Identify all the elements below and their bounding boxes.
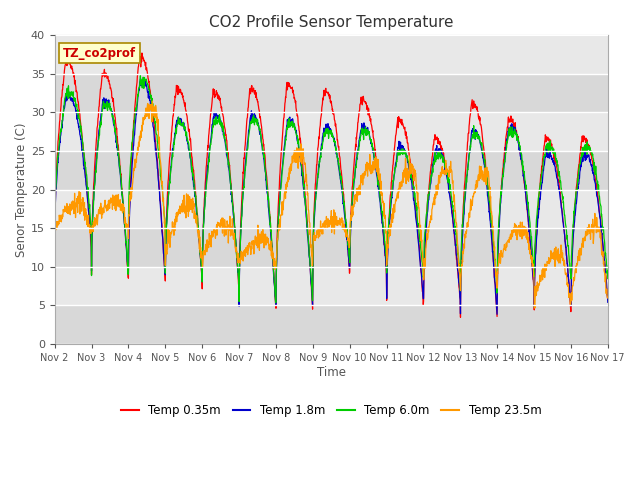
Text: TZ_co2prof: TZ_co2prof bbox=[63, 47, 136, 60]
Temp 23.5m bbox=[258, 234, 266, 240]
Temp 6.0m bbox=[277, 185, 285, 191]
Temp 6.0m bbox=[280, 156, 287, 161]
Temp 6.0m bbox=[258, 142, 266, 147]
Temp 23.5m bbox=[604, 295, 612, 301]
Temp 1.8m bbox=[258, 143, 266, 148]
Temp 1.8m bbox=[429, 162, 436, 168]
Temp 1.8m bbox=[169, 149, 177, 155]
Bar bbox=[54, 151, 608, 190]
X-axis label: Time: Time bbox=[317, 366, 346, 379]
Bar bbox=[54, 305, 608, 344]
Temp 1.8m bbox=[280, 153, 287, 158]
Temp 1.8m bbox=[493, 312, 501, 317]
Temp 0.35m bbox=[51, 244, 58, 250]
Bar bbox=[54, 36, 608, 74]
Bar bbox=[54, 74, 608, 112]
Temp 0.35m bbox=[258, 128, 266, 133]
Temp 0.35m bbox=[280, 122, 287, 128]
Temp 1.8m bbox=[140, 76, 147, 82]
Line: Temp 0.35m: Temp 0.35m bbox=[54, 53, 608, 317]
Temp 6.0m bbox=[169, 148, 177, 154]
Temp 0.35m bbox=[456, 314, 464, 320]
Temp 23.5m bbox=[148, 98, 156, 104]
Line: Temp 23.5m: Temp 23.5m bbox=[54, 101, 608, 308]
Line: Temp 6.0m: Temp 6.0m bbox=[54, 75, 608, 303]
Temp 23.5m bbox=[280, 201, 287, 206]
Temp 6.0m bbox=[136, 72, 144, 78]
Temp 1.8m bbox=[51, 240, 58, 245]
Temp 6.0m bbox=[604, 276, 612, 281]
Temp 23.5m bbox=[276, 212, 284, 218]
Temp 23.5m bbox=[83, 210, 90, 216]
Temp 1.8m bbox=[276, 184, 284, 190]
Temp 6.0m bbox=[429, 169, 436, 175]
Temp 0.35m bbox=[83, 179, 90, 184]
Title: CO2 Profile Sensor Temperature: CO2 Profile Sensor Temperature bbox=[209, 15, 453, 30]
Temp 6.0m bbox=[83, 172, 90, 178]
Bar bbox=[54, 228, 608, 267]
Temp 0.35m bbox=[429, 153, 436, 159]
Bar bbox=[54, 267, 608, 305]
Y-axis label: Senor Temperature (C): Senor Temperature (C) bbox=[15, 122, 28, 257]
Line: Temp 1.8m: Temp 1.8m bbox=[54, 79, 608, 314]
Temp 1.8m bbox=[604, 300, 612, 305]
Temp 0.35m bbox=[169, 113, 177, 119]
Temp 23.5m bbox=[429, 204, 436, 210]
Bar bbox=[54, 190, 608, 228]
Temp 0.35m bbox=[138, 50, 146, 56]
Temp 0.35m bbox=[276, 160, 284, 166]
Legend: Temp 0.35m, Temp 1.8m, Temp 6.0m, Temp 23.5m: Temp 0.35m, Temp 1.8m, Temp 6.0m, Temp 2… bbox=[116, 399, 546, 421]
Temp 23.5m bbox=[51, 228, 58, 233]
Temp 0.35m bbox=[604, 295, 612, 300]
Bar bbox=[54, 112, 608, 151]
Temp 23.5m bbox=[169, 225, 177, 231]
Temp 23.5m bbox=[531, 305, 539, 311]
Temp 6.0m bbox=[272, 300, 280, 306]
Temp 1.8m bbox=[83, 183, 90, 189]
Temp 6.0m bbox=[51, 225, 58, 230]
